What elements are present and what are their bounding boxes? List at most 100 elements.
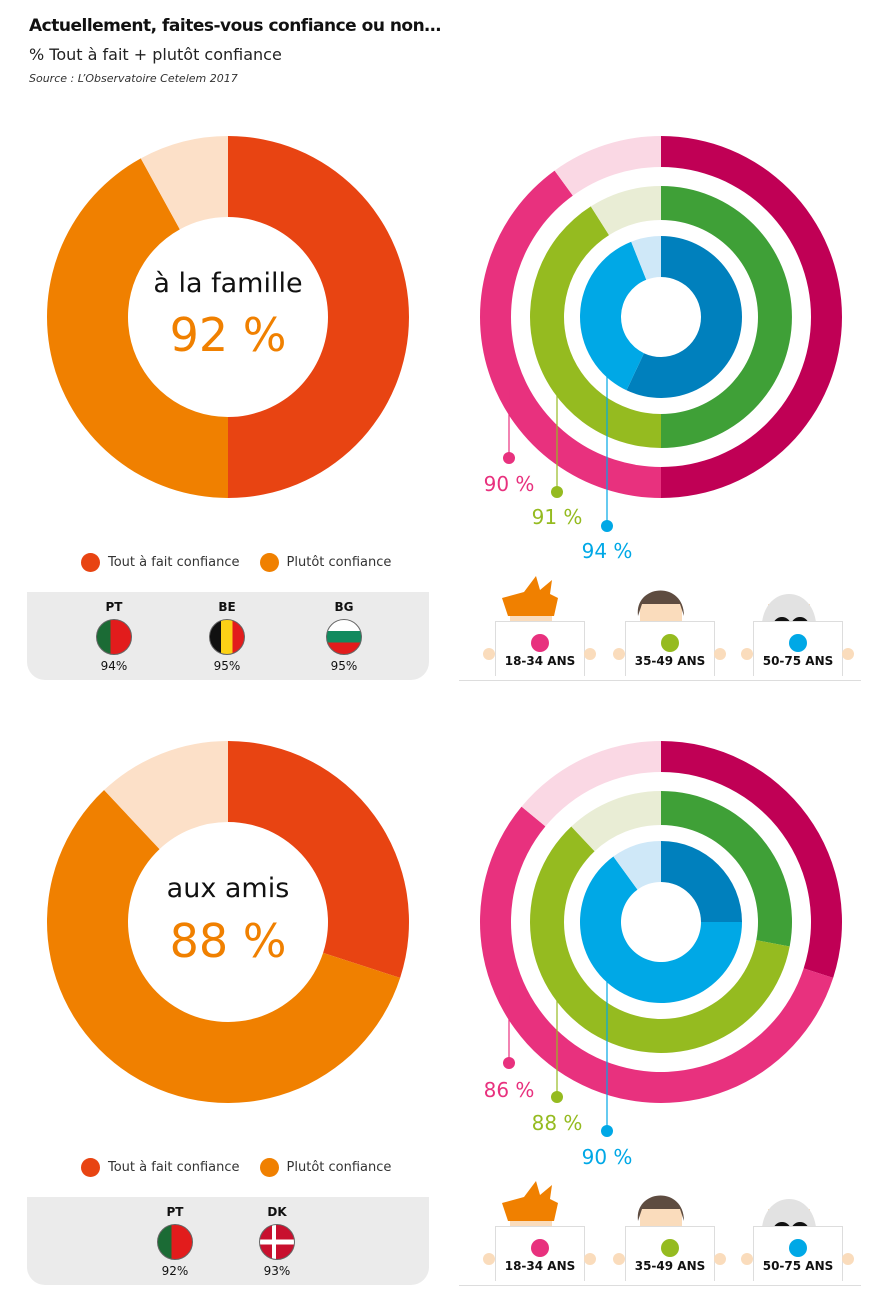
ring-0-tout — [661, 136, 842, 498]
country-code: PT — [105, 600, 123, 614]
age-group-label: 35-49 ANS — [634, 1259, 706, 1273]
age-dot — [661, 1239, 679, 1257]
hand-icon — [613, 648, 625, 660]
ring-2-plutot — [580, 856, 742, 1004]
age-group-label: 50-75 ANS — [762, 654, 834, 668]
country-value: 92% — [161, 1264, 189, 1278]
ring-2-rest — [631, 236, 661, 280]
hand-icon — [842, 1253, 854, 1265]
chart-subtitle: % Tout à fait + plutôt confiance — [29, 45, 282, 64]
age-avatar: 35-49 ANS — [607, 576, 726, 676]
age-dot — [789, 1239, 807, 1257]
portugal-flag-icon — [157, 1224, 193, 1260]
ring-2-tout — [626, 236, 742, 398]
age-label-50-75: 94 % — [581, 539, 633, 563]
country-code: BE — [218, 600, 236, 614]
portugal-flag-icon — [96, 619, 132, 655]
divider — [459, 680, 861, 681]
hand-icon — [741, 648, 753, 660]
bulgaria-flag-icon — [326, 619, 362, 655]
country-bg: BG 95% — [314, 592, 374, 673]
hand-icon — [483, 1253, 495, 1265]
age-label-35-49: 88 % — [531, 1111, 583, 1135]
country-be: BE 95% — [197, 592, 257, 673]
leader-50-75-dot — [601, 520, 613, 532]
age-avatar: 35-49 ANS — [607, 1181, 726, 1281]
country-dk: DK 93% — [247, 1197, 307, 1278]
country-value: 95% — [213, 659, 241, 673]
age-label-35-49: 91 % — [531, 505, 583, 529]
donut-slice-rest — [140, 136, 228, 230]
legend-tout-label: Tout à fait confiance — [108, 555, 240, 570]
divider — [459, 1285, 861, 1286]
country-pt: PT 92% — [145, 1197, 205, 1278]
age-avatar: 18-34 ANS — [477, 1181, 596, 1281]
leader-18-34-dot — [503, 1057, 515, 1069]
legend: Tout à fait confiance Plutôt confiance — [81, 553, 391, 572]
hand-icon — [842, 648, 854, 660]
source-note: Source : L’Observatoire Cetelem 2017 — [29, 72, 238, 85]
country-pt: PT 94% — [84, 592, 144, 673]
ring-0-plutot — [479, 170, 661, 498]
donut-title-famille: à la famille — [153, 268, 303, 299]
legend-tout-swatch — [81, 1158, 100, 1177]
age-dot — [661, 634, 679, 652]
ring-0-tout — [661, 741, 843, 978]
country-value: 95% — [330, 659, 358, 673]
leader-50-75-dot — [601, 1125, 613, 1137]
ring-2-plutot — [580, 241, 647, 391]
country-code: PT — [166, 1205, 184, 1219]
age-dot — [531, 634, 549, 652]
donut-slice-plutot — [46, 158, 228, 498]
hand-icon — [483, 648, 495, 660]
age-avatar: 50-75 ANS — [735, 1181, 854, 1281]
age-group-label: 18-34 ANS — [504, 1259, 576, 1273]
country-panel: PT 92% DK 93% — [27, 1197, 429, 1285]
donut-total-amis: 88 % — [169, 914, 287, 968]
hand-icon — [584, 1253, 596, 1265]
legend-plutot-swatch — [259, 553, 279, 572]
age-avatar: 50-75 ANS — [735, 576, 854, 676]
age-group-label: 18-34 ANS — [504, 654, 576, 668]
chart-title: Actuellement, faites-vous confiance ou n… — [29, 16, 441, 36]
legend-plutot-label: Plutôt confiance — [286, 1160, 392, 1175]
legend: Tout à fait confiance Plutôt confiance — [81, 1158, 391, 1177]
ring-1-plutot — [529, 826, 790, 1053]
country-value: 94% — [100, 659, 128, 673]
age-avatar: 18-34 ANS — [477, 576, 596, 676]
ring-1-rest — [590, 186, 661, 236]
age-label-18-34: 86 % — [483, 1078, 535, 1102]
belgium-flag-icon — [209, 619, 245, 655]
legend-plutot-swatch — [259, 1158, 279, 1177]
age-label-18-34: 90 % — [483, 472, 535, 496]
donut-slice-rest — [104, 741, 228, 850]
age-label-50-75: 90 % — [581, 1145, 633, 1169]
country-code: BG — [334, 600, 354, 614]
age-sign — [625, 621, 715, 676]
ring-1-tout — [661, 791, 792, 947]
ring-1-rest — [571, 791, 661, 852]
denmark-flag-icon — [259, 1224, 295, 1260]
leader-35-49-dot — [551, 486, 563, 498]
leader-35-49-dot — [551, 1091, 563, 1103]
legend-tout-label: Tout à fait confiance — [108, 1160, 240, 1175]
country-value: 93% — [263, 1264, 291, 1278]
age-group-label: 35-49 ANS — [634, 654, 706, 668]
donut-slice-tout — [228, 136, 409, 498]
donut-slice-tout — [228, 741, 409, 978]
ring-0-plutot — [480, 806, 834, 1103]
age-group-label: 50-75 ANS — [762, 1259, 834, 1273]
ring-1-plutot — [530, 206, 661, 448]
ring-0-rest — [554, 136, 661, 196]
leader-18-34-dot — [503, 452, 515, 464]
ring-0-rest — [521, 741, 661, 827]
hand-icon — [714, 1253, 726, 1265]
hand-icon — [584, 648, 596, 660]
country-panel: PT 94% BE 95% BG 95% — [27, 592, 429, 680]
ring-2-tout — [661, 841, 742, 922]
legend-tout-swatch — [81, 553, 100, 572]
country-code: DK — [267, 1205, 287, 1219]
hand-icon — [714, 648, 726, 660]
donut-slice-plutot — [46, 790, 401, 1104]
